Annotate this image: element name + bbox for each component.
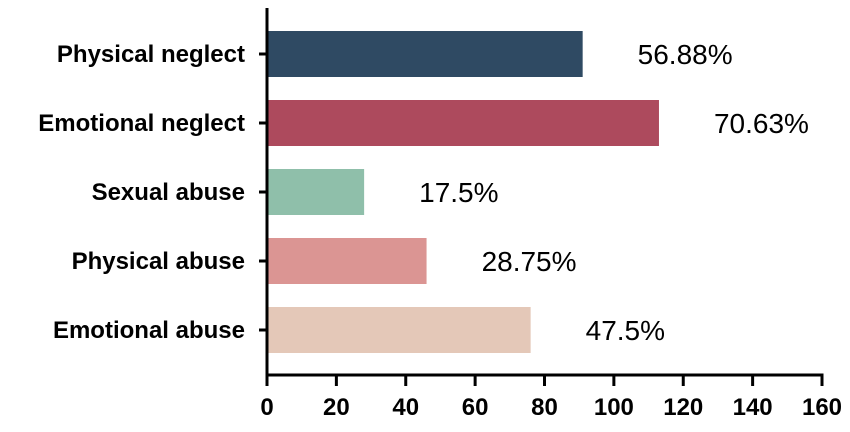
labels-layer: Physical neglect 56.88% Emotional neglect 7… (38, 39, 842, 421)
category-label: Sexual abuse (92, 179, 245, 206)
category-label: Physical neglect (57, 41, 245, 68)
bars-layer (267, 31, 659, 353)
data-label: 28.75% (482, 246, 577, 277)
x-tick-label: 160 (802, 394, 842, 421)
category-label: Emotional neglect (38, 110, 245, 137)
x-tick-label: 80 (531, 394, 558, 421)
data-label: 17.5% (419, 177, 498, 208)
x-tick-label: 0 (260, 394, 273, 421)
bar-emotional-neglect (267, 100, 659, 146)
data-label: 56.88% (638, 39, 733, 70)
category-label: Emotional abuse (53, 317, 245, 344)
x-tick-label: 100 (594, 394, 634, 421)
category-label: Physical abuse (72, 248, 245, 275)
axis-layer (259, 8, 824, 386)
x-tick-label: 140 (733, 394, 773, 421)
x-tick-label: 120 (663, 394, 703, 421)
x-tick-label: 60 (462, 394, 489, 421)
bar-sexual-abuse (267, 169, 365, 215)
bar-physical-neglect (267, 31, 583, 77)
data-label: 70.63% (714, 108, 809, 139)
bar-emotional-abuse (267, 307, 531, 353)
data-label: 47.5% (586, 315, 665, 346)
bar-physical-abuse (267, 238, 427, 284)
x-tick-label: 40 (392, 394, 419, 421)
x-tick-label: 20 (323, 394, 350, 421)
